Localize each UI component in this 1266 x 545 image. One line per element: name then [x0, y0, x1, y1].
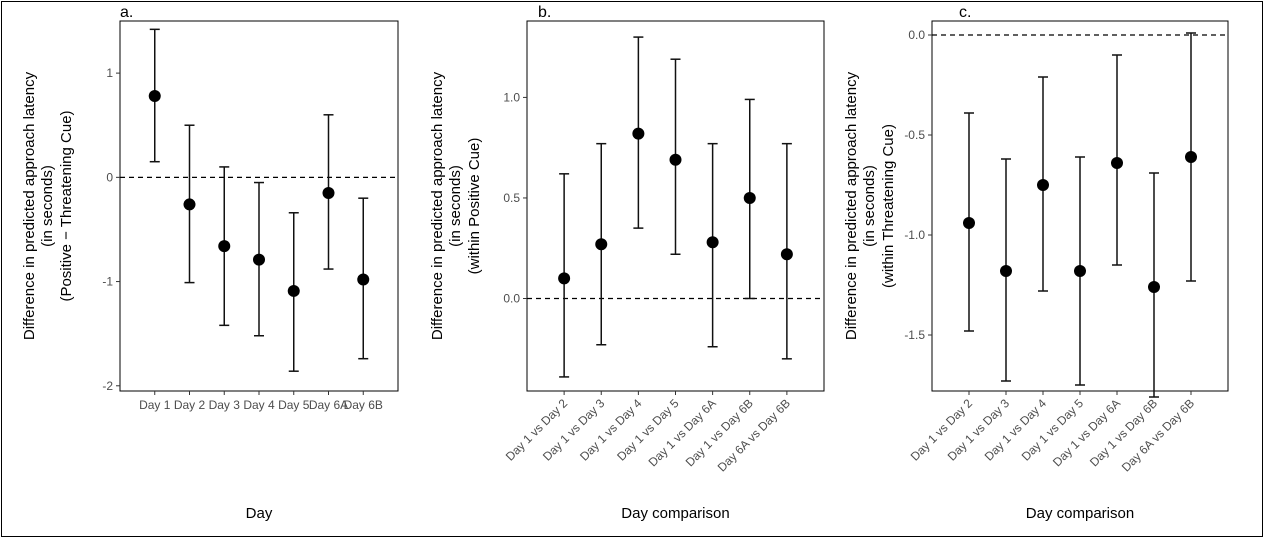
panel-a-point — [322, 186, 335, 199]
panel-b-ytick-label: 1.0 — [503, 90, 520, 104]
panel-a-point — [183, 198, 196, 211]
panel-a-point — [357, 273, 370, 286]
panel-b-ylabel-line: (in seconds) — [447, 165, 464, 247]
panel-a-xtick-label: Day 6B — [344, 398, 383, 412]
panel-b-point — [669, 153, 682, 166]
panel-b-label: b. — [538, 4, 551, 21]
panel-a-ylabel-line: (in seconds) — [39, 165, 56, 247]
panel-a-ytick-label: -2 — [102, 379, 113, 393]
panel-a-ytick-label: 0 — [106, 170, 113, 184]
panel-a-xlabel: Day — [246, 505, 273, 522]
panel-c-label: c. — [959, 4, 971, 21]
panel-c-ytick-label: 0.0 — [908, 28, 925, 42]
panel-b-xlabel: Day comparison — [621, 505, 729, 522]
panel-b-point — [780, 248, 793, 261]
panel-a-xtick-label: Day 6A — [309, 398, 348, 412]
panel-c-ytick-label: -1.0 — [904, 228, 925, 242]
panel-a-point — [253, 253, 265, 266]
panel-c-point — [1148, 281, 1160, 293]
panel-c-ylabel-line: (within Threatening Cue) — [880, 124, 897, 288]
panel-c-point — [1037, 179, 1049, 191]
panel-c-point — [1111, 157, 1123, 169]
panel-a-xtick-label: Day 1 — [139, 398, 171, 412]
panel-c-point — [1185, 151, 1197, 163]
panel-b-ytick-label: 0.5 — [503, 191, 520, 205]
panel-c-ylabel-line: (in seconds) — [861, 165, 878, 247]
panel-b-ytick-label: 0.0 — [503, 292, 520, 306]
panel-a-xtick-label: Day 4 — [243, 398, 275, 412]
panel-a-point — [148, 90, 161, 103]
panel-a-xtick-label: Day 3 — [209, 398, 241, 412]
panel-a-ylabel-line: (Positive − Threatening Cue) — [58, 110, 75, 301]
panel-a-point — [287, 284, 300, 297]
panel-a-ylabel-line: Difference in predicted approach latency — [21, 71, 38, 340]
panel-b-point — [706, 236, 719, 249]
panel-b-point — [632, 127, 645, 140]
panel-a-ytick-label: -1 — [102, 275, 113, 289]
panel-a-xtick-label: Day 5 — [278, 398, 310, 412]
panel-b-point — [595, 238, 608, 251]
panel-c-ytick-label: -0.5 — [904, 128, 925, 142]
panel-c-point — [1000, 265, 1012, 277]
panel-a-label: a. — [120, 4, 133, 21]
panel-c-point — [1074, 265, 1086, 277]
panel-a-xtick-label: Day 2 — [174, 398, 206, 412]
panel-c-ylabel-line: Difference in predicted approach latency — [843, 71, 860, 340]
panel-b-point — [743, 191, 756, 204]
panel-b-ylabel-line: Difference in predicted approach latency — [429, 71, 446, 340]
panel-b-ylabel-line: (within Positive Cue) — [466, 138, 483, 275]
panel-a-point — [218, 240, 231, 253]
panel-c-point — [963, 217, 975, 229]
panel-b-point — [558, 272, 571, 285]
panel-c-ytick-label: -1.5 — [904, 328, 925, 342]
panel-c-xlabel: Day comparison — [1026, 505, 1134, 522]
panel-a-ytick-label: 1 — [106, 66, 113, 80]
